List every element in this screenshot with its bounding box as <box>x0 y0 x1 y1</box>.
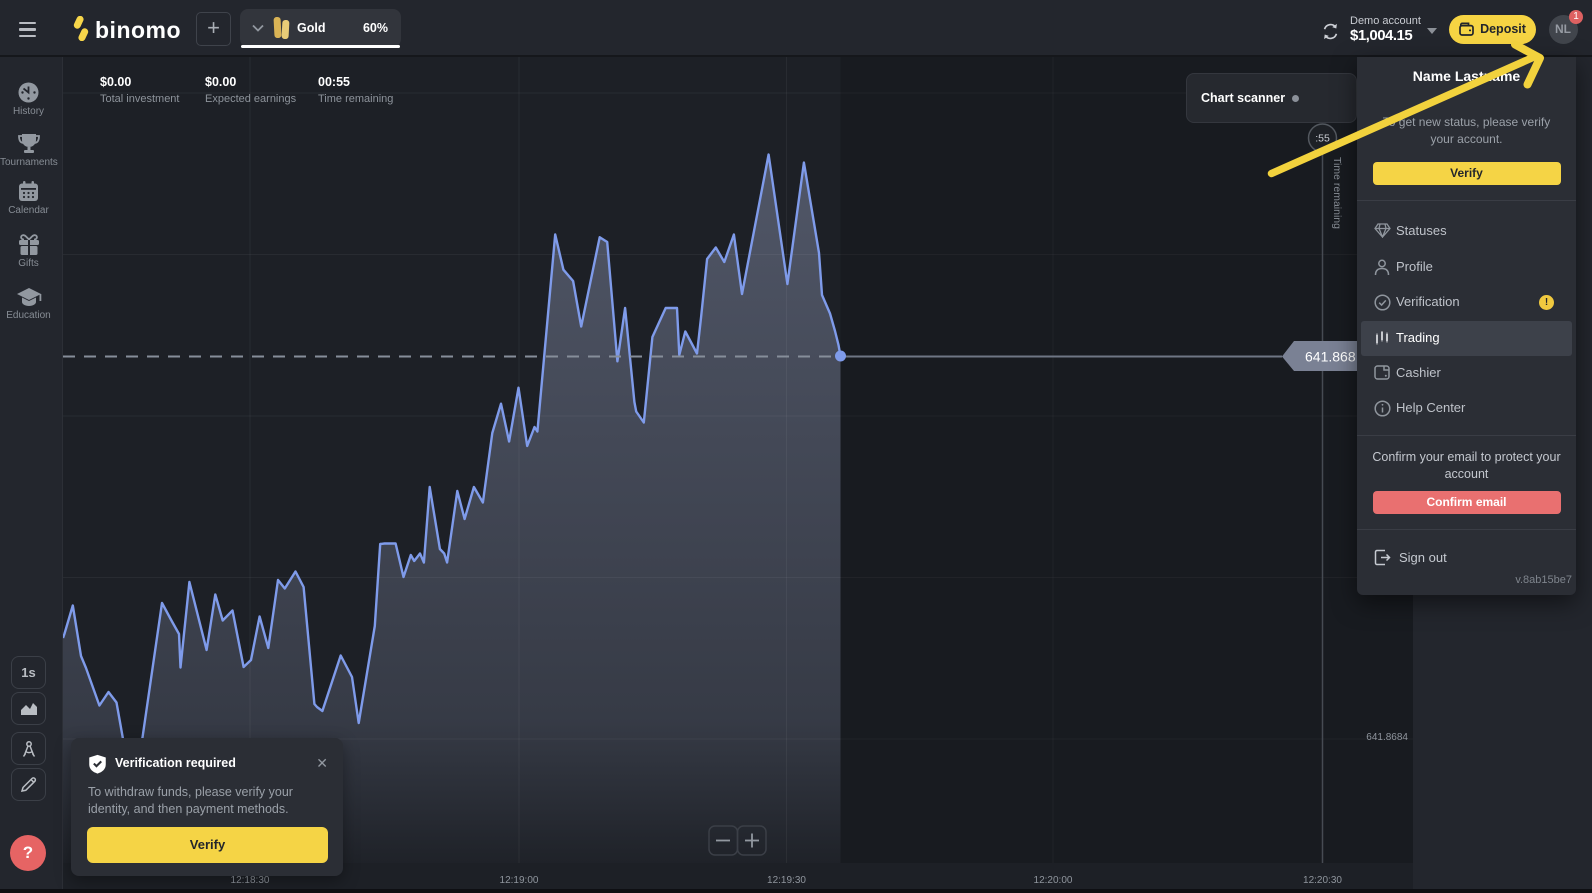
svg-text:Time remaining: Time remaining <box>1331 157 1343 229</box>
svg-text:12:20:00: 12:20:00 <box>1034 875 1073 886</box>
svg-text:12:20:30: 12:20:30 <box>1303 875 1342 886</box>
svg-text:12:18:30: 12:18:30 <box>231 875 270 886</box>
svg-text:641.868: 641.868 <box>1305 349 1356 365</box>
svg-text::55: :55 <box>1315 133 1330 145</box>
svg-text:12:19:30: 12:19:30 <box>767 875 806 886</box>
svg-text:641.8684: 641.8684 <box>1366 732 1408 743</box>
svg-text:12:19:00: 12:19:00 <box>500 875 539 886</box>
